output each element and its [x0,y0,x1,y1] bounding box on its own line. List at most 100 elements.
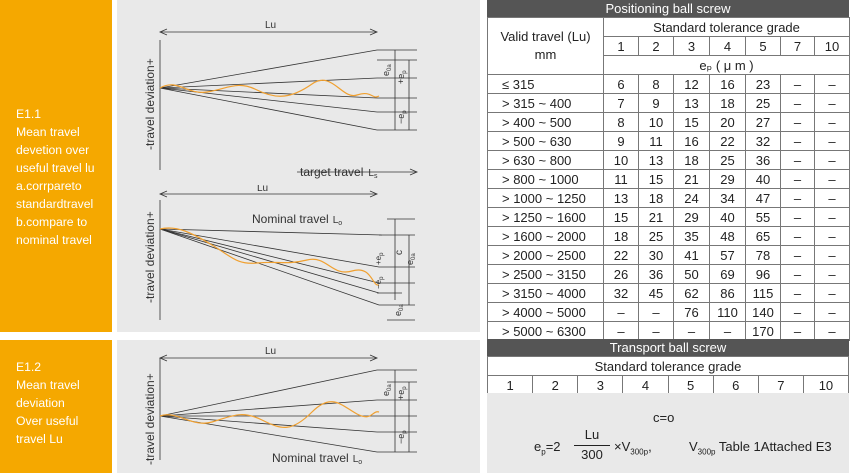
ep-value: 110 [709,302,746,322]
mm-label: mm [534,47,557,62]
e11-line: a.corrpareto [16,179,82,193]
ep-value: – [780,112,815,132]
transport-grade: 4 [622,375,669,395]
nominal-travel-label: Nominal travel Lo [272,451,362,466]
e12-line: deviation [16,396,65,410]
travel-range: > 2000 ~ 2500 [487,245,604,265]
formula-panel [487,393,849,473]
travel-range: > 4000 ~ 5000 [487,302,604,322]
transport-title: Transport ball screw [487,339,849,356]
ep-value: 29 [709,169,746,189]
ep-value: 16 [673,131,710,151]
table-row: > 1600 ~ 2000 18 25 35 48 65– – [487,226,851,246]
ep-value: 23 [745,74,781,94]
e12-line: travel Lu [16,432,63,446]
table-row: > 800 ~ 1000 11 15 21 29 40– – [487,169,851,189]
ep-value: – [780,321,815,341]
diagram-e12: Lu -travel deviation+ e0a +ep −ep Nomina… [143,346,417,466]
ep-value: 96 [745,264,781,284]
travel-range: ≤ 315 [487,74,604,94]
travel-range: > 1000 ~ 1250 [487,188,604,208]
grade-col-header: 10 [813,36,851,56]
ep-value: 9 [638,93,674,113]
transport-grade: 6 [712,375,759,395]
ep-value: 40 [709,207,746,227]
ep-value: 18 [603,226,639,246]
ep-value: – [813,112,851,132]
plus-ep-label: +ep [396,70,408,84]
transport-grade: 10 [802,375,850,395]
ep-value: – [780,150,815,170]
ep-value: 10 [638,112,674,132]
e11-line: Mean travel [16,125,80,139]
e0a-lower-label: e0a [393,304,405,316]
yaxis-label: -travel deviation+ [143,58,157,150]
ep-value: 7 [603,93,639,113]
e11-line: devetion over [16,143,90,157]
transport-grade: 5 [667,375,714,395]
ep-value: 47 [745,188,781,208]
e12-title: E1.2 [16,360,42,374]
travel-range: > 1600 ~ 2000 [487,226,604,246]
ep-value: – [780,283,815,303]
grade-col-header: 3 [673,36,710,56]
table-note: Table 1Attached E3 [718,439,832,454]
ep-value: 12 [673,74,710,94]
ep-value: 69 [709,264,746,284]
ep-value: – [813,169,851,189]
c-label: c [394,250,405,255]
ep-value: – [603,302,639,322]
travel-range: > 800 ~ 1000 [487,169,604,189]
ep-value: 25 [709,150,746,170]
ep-value: – [780,302,815,322]
table-row: > 1000 ~ 1250 13 18 24 34 47– – [487,188,851,208]
ep-value: – [813,74,851,94]
ep-value: – [780,207,815,227]
ep-value: 50 [673,264,710,284]
ep-value: 8 [638,74,674,94]
ep-value: 36 [638,264,674,284]
ep-value: 41 [673,245,710,265]
travel-range: > 1250 ~ 1600 [487,207,604,227]
travel-range: > 5000 ~ 6300 [487,321,604,341]
ep-value: – [780,264,815,284]
ep-value: – [638,302,674,322]
ep-value: 45 [638,283,674,303]
ep-value: 27 [745,112,781,132]
diagram-e11b: Lu -travel deviation+ Nominal travel Lo c… [143,185,417,321]
ep-value: – [813,245,851,265]
ep-value: 34 [709,188,746,208]
e0a-label: e0a [381,384,393,396]
transport-grade: 2 [532,375,579,395]
ep-value: – [709,321,746,341]
ep-value: 26 [603,264,639,284]
ep-value: 9 [603,131,639,151]
table-row: > 500 ~ 630 9 11 16 22 32– – [487,131,851,151]
travel-range: > 630 ~ 800 [487,150,604,170]
ep-value: – [638,321,674,341]
ep-value: – [603,321,639,341]
x-axis-label: target travel Ls [300,165,378,180]
minus-ep-label: −ep [396,430,408,444]
ep-value: – [813,264,851,284]
table-row: ≤ 315 6 8 12 16 23– – [487,74,851,94]
ep-value: 13 [638,150,674,170]
travel-range: > 500 ~ 630 [487,131,604,151]
ep-value: 11 [638,131,674,151]
ep-value: 15 [603,207,639,227]
grade-col-header: 4 [709,36,746,56]
ep-value: 24 [673,188,710,208]
grade-col-header: 2 [638,36,674,56]
ep-value: – [813,131,851,151]
ep-value: – [673,321,710,341]
e12-label-panel [0,340,112,473]
frac-line [574,445,610,446]
ep-value: – [780,188,815,208]
yaxis-label: -travel deviation+ [143,373,157,465]
ep-value: 8 [603,112,639,132]
lu-label: Lu [257,185,268,194]
frac-denominator: 300 [581,447,603,462]
transport-grade-table: Standard tolerance grade 1 2 3 4 5 6 7 10 [486,356,850,395]
lu-label: Lu [265,20,276,31]
e11-line: useful travel lu [16,161,95,175]
